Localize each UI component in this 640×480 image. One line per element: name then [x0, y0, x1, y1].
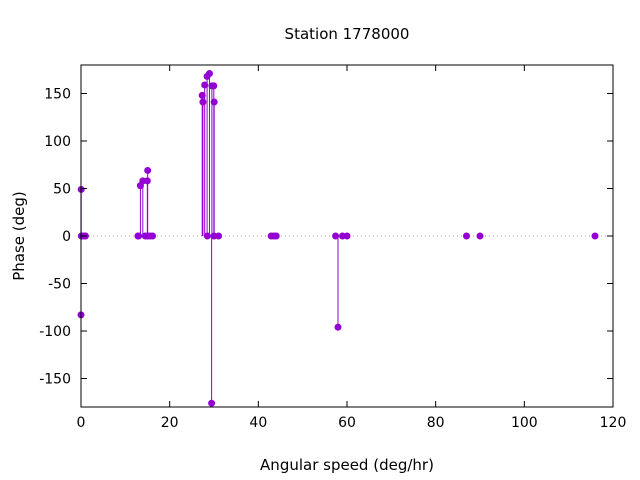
- data-point: [205, 70, 213, 78]
- data-point: [135, 232, 143, 240]
- y-tick-label: 0: [62, 229, 71, 245]
- x-tick-label: 0: [77, 415, 86, 431]
- data-point: [210, 98, 218, 106]
- impulse-series: [80, 73, 339, 404]
- x-axis-label: Angular speed (deg/hr): [260, 456, 434, 474]
- data-point: [343, 232, 351, 240]
- data-point: [203, 232, 211, 240]
- data-point: [332, 232, 340, 240]
- data-point: [476, 232, 484, 240]
- data-point: [462, 232, 470, 240]
- y-axis-label: Phase (deg): [10, 191, 28, 281]
- x-tick-label: 20: [161, 415, 179, 431]
- y-tick-label: -150: [39, 372, 71, 388]
- x-tick-label: 120: [600, 415, 627, 431]
- data-point: [591, 232, 599, 240]
- point-series: [77, 70, 599, 407]
- data-point: [201, 81, 209, 89]
- data-point: [334, 323, 342, 331]
- y-tick-label: 100: [44, 134, 71, 150]
- axis-ticks: 0 20 40 60 80 100 120 -150 -100 -50 0 50 100 150: [39, 65, 626, 431]
- x-tick-label: 40: [249, 415, 267, 431]
- data-point: [198, 91, 206, 99]
- data-point: [144, 166, 152, 174]
- x-tick-label: 100: [511, 415, 538, 431]
- y-tick-label: 50: [53, 182, 71, 198]
- y-tick-label: -50: [48, 277, 71, 293]
- x-tick-label: 60: [338, 415, 356, 431]
- data-point: [210, 82, 218, 90]
- y-tick-label: -100: [39, 324, 71, 340]
- y-tick-label: 150: [44, 87, 71, 103]
- data-point: [149, 232, 157, 240]
- data-point: [143, 177, 151, 185]
- x-tick-label: 80: [427, 415, 445, 431]
- data-point: [208, 399, 216, 407]
- data-point: [272, 232, 280, 240]
- data-point: [215, 232, 223, 240]
- data-point: [199, 98, 207, 106]
- chart-title: Station 1778000: [285, 25, 410, 43]
